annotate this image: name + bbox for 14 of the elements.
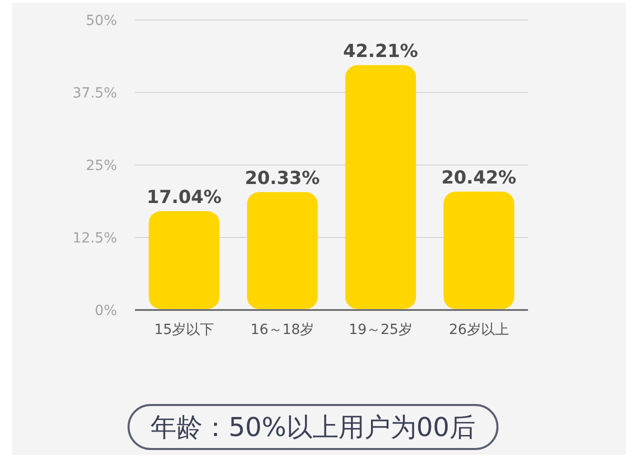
data-label: 20.33% <box>244 168 320 190</box>
y-tick: 12.5% <box>72 230 117 246</box>
y-tick: 25% <box>86 158 117 174</box>
x-tick: 26岁以上 <box>448 322 509 338</box>
y-tick: 50% <box>86 13 117 29</box>
x-tick: 19～25岁 <box>348 322 412 338</box>
x-tick: 16～18岁 <box>250 322 314 338</box>
annotation: 年龄：50%以上用户为00后 <box>128 404 498 450</box>
data-label: 42.21% <box>343 41 418 62</box>
data-label: 17.04% <box>146 187 222 208</box>
y-tick: 37.5% <box>72 86 117 102</box>
data-label: 20.42% <box>441 168 516 189</box>
x-tick: 15岁以下 <box>154 322 214 338</box>
y-tick: 0% <box>94 303 117 319</box>
